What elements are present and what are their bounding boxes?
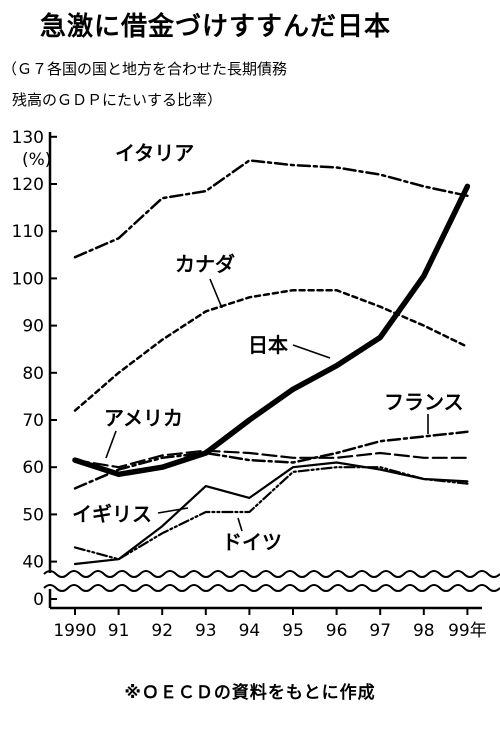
x-tick-label: 91 — [108, 621, 130, 641]
x-tick-label: 1990 — [53, 621, 96, 641]
y-tick-label: 120 — [12, 175, 44, 195]
series-label-canada: カナダ — [175, 252, 235, 276]
x-tick-label: 97 — [369, 621, 391, 641]
series-line-italy — [73, 159, 469, 259]
series-label-germany: ドイツ — [222, 530, 282, 554]
axis-break-wave — [43, 570, 500, 578]
series-label-usa: アメリカ — [104, 406, 183, 430]
y-tick-label: 0 — [33, 590, 44, 610]
leader-line-japan — [292, 344, 331, 359]
x-tick-label: 98 — [413, 621, 435, 641]
series-label-france: フランス — [384, 390, 464, 414]
y-tick-label: 110 — [12, 222, 44, 242]
y-tick-label: 130 — [12, 128, 44, 148]
y-tick-label: 50 — [22, 505, 44, 525]
series-line-usa — [73, 449, 469, 469]
leader-line-usa — [105, 430, 117, 459]
y-tick-label: 40 — [22, 553, 44, 573]
y-tick-label: 70 — [22, 411, 44, 431]
x-tick-label: 94 — [239, 621, 261, 641]
y-tick-label: 90 — [22, 317, 44, 337]
chart-subtitle-line1: （Ｇ７各国の国と地方を合わせた長期債務 — [2, 60, 288, 78]
x-tick-label: 95 — [282, 621, 304, 641]
y-tick-label: 100 — [12, 269, 44, 289]
leader-line-germany — [237, 517, 243, 532]
axis-break-wave — [43, 584, 500, 592]
series-label-italy: イタリア — [115, 141, 194, 165]
series-line-japan — [72, 183, 471, 478]
series-line-canada — [73, 288, 469, 412]
y-unit-label: (%) — [22, 150, 51, 170]
x-tick-label: 92 — [151, 621, 173, 641]
series-label-japan: 日本 — [248, 333, 288, 357]
x-tick-label: 93 — [195, 621, 217, 641]
series-line-germany — [73, 466, 469, 561]
chart-subtitle-line2: 残高のＧＤＰにたいする比率） — [12, 91, 223, 109]
y-tick-label: 60 — [22, 458, 44, 478]
y-tick-label: 80 — [22, 364, 44, 384]
series-label-uk: イギリス — [72, 502, 152, 526]
chart-title: 急激に借金づけすすんだ日本 — [40, 12, 392, 42]
series-line-uk — [73, 461, 469, 566]
x-tick-label: 96 — [326, 621, 348, 641]
leader-line-canada — [209, 278, 223, 309]
leader-line-uk — [157, 507, 189, 514]
source-note: ※ＯＥＣＤの資料をもとに作成 — [124, 683, 376, 703]
series-line-france — [73, 430, 469, 490]
x-tick-label: 99年 — [448, 621, 487, 641]
